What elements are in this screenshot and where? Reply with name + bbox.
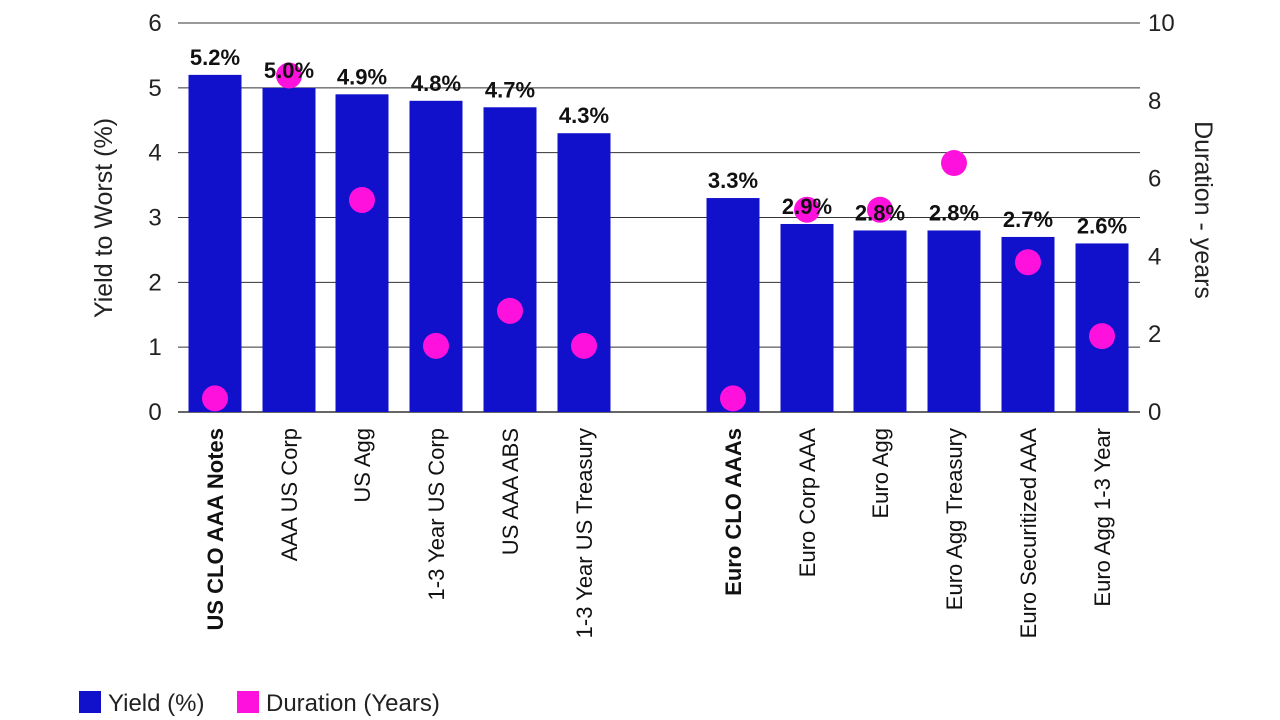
- duration-marker: [497, 297, 523, 324]
- yield-bar: [483, 107, 537, 413]
- yield-data-label: 2.8%: [855, 200, 905, 225]
- duration-marker: [1015, 249, 1041, 276]
- yield-data-label: 2.9%: [782, 194, 832, 219]
- yield-data-label: 4.9%: [337, 64, 387, 89]
- left-tick-label: 4: [148, 140, 161, 167]
- yield-bar: [853, 230, 907, 412]
- legend: Yield (%) Duration (Years): [79, 690, 440, 717]
- category-label: Euro CLO AAAs: [721, 428, 746, 596]
- category-labels: US CLO AAA Notes AAA US Corp US Agg 1-3 Yea…: [203, 428, 1115, 639]
- yield-data-label: 5.0%: [264, 58, 314, 83]
- duration-marker: [349, 186, 375, 213]
- yield-bar: [262, 87, 316, 412]
- duration-marker: [794, 196, 820, 223]
- right-tick-label: 4: [1148, 243, 1161, 270]
- right-tick-label: 10: [1148, 10, 1175, 37]
- yield-bar: [706, 198, 760, 412]
- yield-bar: [780, 223, 834, 412]
- category-label: Euro Agg 1-3 Year: [1090, 428, 1115, 607]
- left-tick-label: 1: [148, 334, 161, 361]
- category-label: Euro Agg Treasury: [942, 428, 967, 610]
- duration-marker: [423, 332, 449, 359]
- gridlines: [178, 22, 1140, 413]
- right-axis-title: Duration - years: [1189, 121, 1217, 299]
- data-labels: 5.2% 5.0% 4.9% 4.8% 4.7% 4.3% 3.3% 2.9% 2.8% 2.8%…: [190, 45, 1127, 239]
- yield-data-label: 4.8%: [411, 71, 461, 96]
- yield-data-label: 5.2%: [190, 45, 240, 70]
- yield-data-label: 2.7%: [1003, 207, 1053, 232]
- duration-marker: [202, 385, 228, 412]
- category-label: Euro Agg: [868, 428, 893, 519]
- duration-markers: [202, 62, 1115, 412]
- yield-data-label: 2.8%: [929, 200, 979, 225]
- category-label: 1-3 Year US Treasury: [572, 428, 597, 638]
- category-label: US CLO AAA Notes: [203, 428, 228, 631]
- yield-bars: [188, 74, 1129, 413]
- right-tick-label: 0: [1148, 399, 1161, 426]
- category-label: US Agg: [350, 428, 375, 503]
- yield-bar: [335, 94, 389, 413]
- duration-marker: [1089, 323, 1115, 350]
- left-axis-title: Yield to Worst (%): [90, 118, 118, 318]
- yield-bar: [927, 230, 981, 412]
- yield-bar: [557, 133, 611, 412]
- duration-marker: [941, 150, 967, 177]
- right-tick-label: 6: [1148, 166, 1161, 193]
- legend-duration-label: Duration (Years): [266, 690, 440, 717]
- yield-data-label: 3.3%: [708, 168, 758, 193]
- left-axis-ticks: 0 1 2 3 4 5 6: [148, 10, 161, 426]
- category-label: US AAA ABS: [498, 428, 523, 555]
- left-tick-label: 0: [148, 399, 161, 426]
- right-tick-label: 2: [1148, 321, 1161, 348]
- category-label: Euro Securitized AAA: [1016, 428, 1041, 639]
- duration-marker: [867, 196, 893, 223]
- yield-bar: [409, 100, 463, 413]
- category-label: AAA US Corp: [277, 428, 302, 561]
- left-tick-label: 5: [148, 75, 161, 102]
- right-axis-ticks: 0 2 4 6 8 10: [1148, 10, 1175, 426]
- left-tick-label: 6: [148, 10, 161, 37]
- category-label: 1-3 Year US Corp: [424, 428, 449, 600]
- yield-data-label: 2.6%: [1077, 213, 1127, 238]
- right-tick-label: 8: [1148, 88, 1161, 115]
- yield-data-label: 4.7%: [485, 77, 535, 102]
- yield-data-label: 4.3%: [559, 103, 609, 128]
- category-label: Euro Corp AAA: [795, 428, 820, 578]
- legend-yield-swatch: [79, 691, 101, 713]
- left-tick-label: 2: [148, 269, 161, 296]
- duration-marker: [720, 385, 746, 412]
- legend-duration-swatch: [237, 691, 259, 713]
- yield-bar: [188, 74, 242, 412]
- legend-yield-label: Yield (%): [108, 690, 204, 717]
- duration-marker: [276, 62, 302, 89]
- left-tick-label: 3: [148, 205, 161, 232]
- duration-marker: [571, 332, 597, 359]
